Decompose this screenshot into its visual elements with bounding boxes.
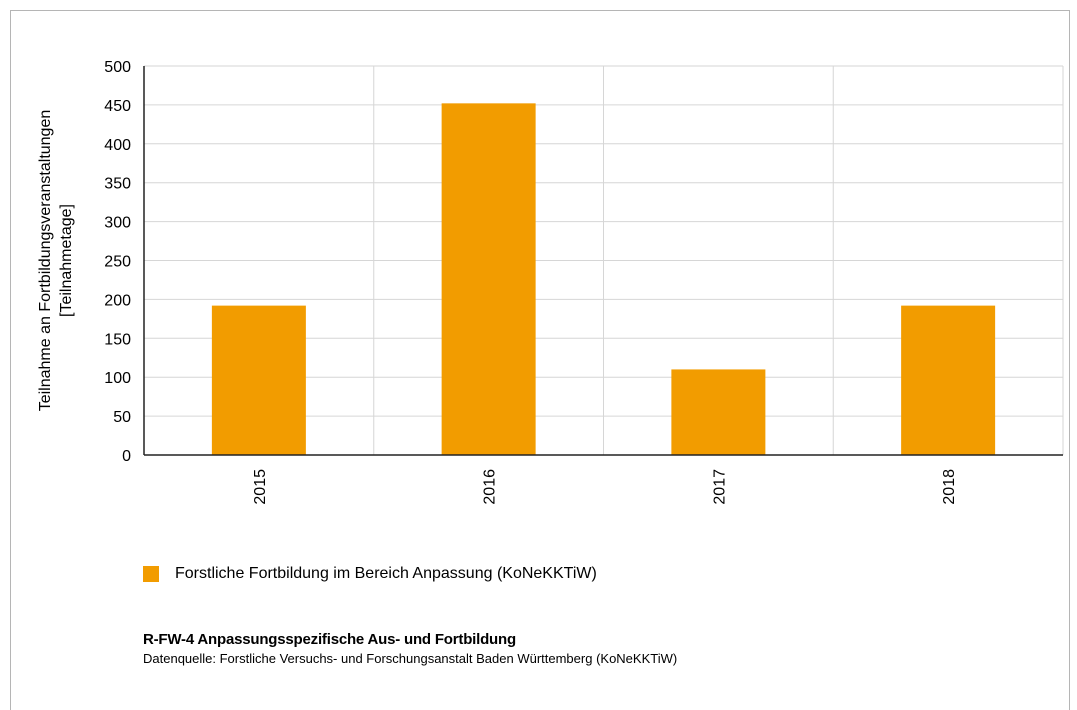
y-axis-label-line1: Teilnahme an Fortbildungsveranstaltungen [37,110,54,412]
y-axis-label: Teilnahme an Fortbildungsveranstaltungen… [37,110,75,412]
legend-swatch [143,566,159,582]
bar-2015 [211,305,306,455]
caption-source: Datenquelle: Forstliche Versuchs- und Fo… [143,651,678,666]
x-tick-label: 2015 [252,469,269,505]
x-tick-label: 2017 [711,469,728,505]
y-tick-label: 450 [104,98,131,115]
figure-caption: R-FW-4 Anpassungsspezifische Aus- und Fo… [143,631,677,666]
y-tick-label: 500 [104,59,131,76]
y-tick-label: 100 [104,370,131,387]
bar-2018 [901,305,996,455]
x-tick-labels: 2015 2016 2017 2018 [252,469,958,505]
axes [143,66,1063,456]
y-tick-label: 50 [113,409,131,426]
legend: Forstliche Fortbildung im Bereich Anpass… [143,565,597,583]
y-tick-label: 400 [104,137,131,154]
y-tick-label: 350 [104,176,131,193]
bar-2017 [671,369,766,455]
x-tick-label: 2018 [941,469,958,505]
bar-2016 [441,103,536,456]
y-tick-label: 0 [122,448,131,465]
y-axis-label-line2: [Teilnahmetage] [58,204,75,317]
y-tick-label: 150 [104,331,131,348]
y-tick-label: 300 [104,215,131,232]
legend-label: Forstliche Fortbildung im Bereich Anpass… [175,565,597,582]
y-tick-label: 200 [104,292,131,309]
caption-title: R-FW-4 Anpassungsspezifische Aus- und Fo… [143,631,516,648]
y-tick-labels: 0 50 100 150 200 250 300 350 400 450 500 [104,59,131,465]
x-tick-label: 2016 [482,469,499,505]
bars [211,103,996,456]
chart-frame [10,10,1070,710]
y-tick-label: 250 [104,254,131,271]
